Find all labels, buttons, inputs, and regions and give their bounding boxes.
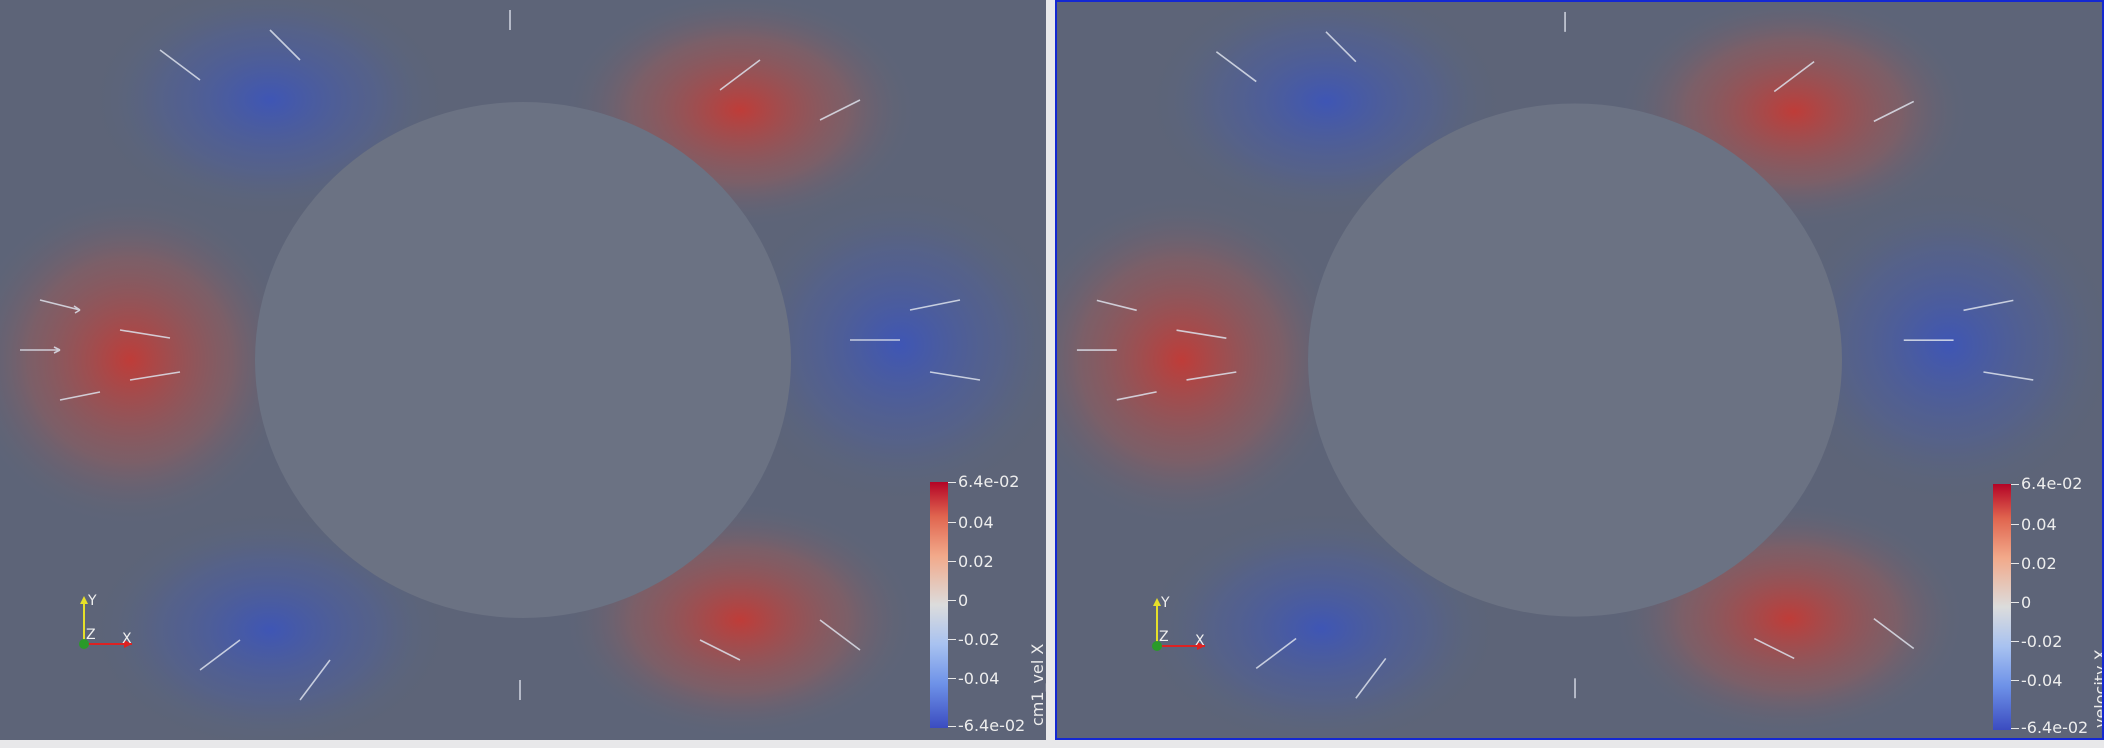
scalar-bar-label: 0 — [958, 591, 969, 610]
scalar-bar: 6.4e-02 0.04 0.02 0 -0.02 -0.04 -6.4e-02… — [1991, 476, 2104, 737]
velocity-field-render — [0, 0, 1046, 740]
axis-x-label: X — [122, 631, 132, 647]
axis-z-label: Z — [1159, 629, 1169, 645]
orientation-axes: Y X Z — [1135, 594, 1205, 654]
axis-x-label: X — [1195, 633, 1205, 649]
obstacle-disk — [1308, 103, 1842, 617]
axis-z-label: Z — [86, 627, 96, 643]
scalar-bar-label: -0.02 — [2021, 632, 2063, 651]
color-ramp — [1993, 484, 2011, 730]
scalar-bar-label: 6.4e-02 — [2021, 474, 2083, 493]
scalar-bar-label: -0.02 — [958, 630, 1000, 649]
scalar-bar-label: -0.04 — [2021, 671, 2063, 690]
scalar-bar-title: cm1_vel X — [1028, 643, 1046, 726]
color-ramp — [930, 482, 948, 728]
scalar-bar-label: 0.04 — [2021, 515, 2057, 534]
axis-y-label: Y — [88, 593, 97, 609]
orientation-axes: Y X Z — [62, 592, 132, 652]
scalar-bar-title: velocity X — [2091, 649, 2104, 728]
scalar-bar: 6.4e-02 0.04 0.02 0 -0.02 -0.04 -6.4e-02… — [928, 474, 1046, 735]
scalar-bar-label: -0.04 — [958, 669, 1000, 688]
render-view-left[interactable]: 6.4e-02 0.04 0.02 0 -0.02 -0.04 -6.4e-02… — [0, 0, 1046, 740]
scalar-bar-label: 0 — [2021, 593, 2032, 612]
obstacle-disk — [255, 102, 791, 618]
scalar-bar-label: 0.02 — [958, 552, 994, 571]
render-view-right[interactable]: 6.4e-02 0.04 0.02 0 -0.02 -0.04 -6.4e-02… — [1055, 0, 2104, 740]
axis-y-label: Y — [1161, 595, 1170, 611]
scalar-bar-label: -6.4e-02 — [2021, 718, 2089, 737]
scalar-bar-label: 0.04 — [958, 513, 994, 532]
scalar-bar-label: -6.4e-02 — [958, 716, 1026, 735]
scalar-bar-label: 6.4e-02 — [958, 472, 1020, 491]
scalar-bar-label: 0.02 — [2021, 554, 2057, 573]
velocity-field-render — [1057, 2, 2102, 738]
